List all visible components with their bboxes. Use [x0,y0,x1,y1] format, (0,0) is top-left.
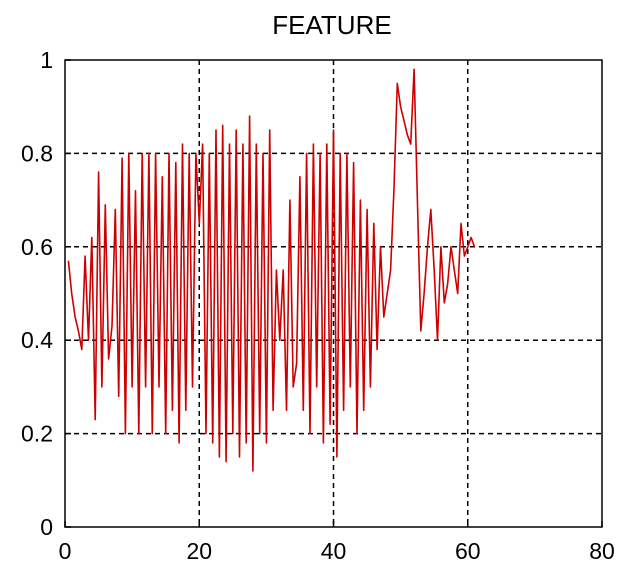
y-tick-label: 0.8 [21,140,53,166]
x-tick-label: 0 [59,538,72,564]
y-tick-label: 1 [40,47,53,73]
x-tick-label: 20 [186,538,212,564]
y-tick-label: 0.4 [21,327,53,353]
tick-layer: 0 20 40 60 80 0 0.2 0.4 0.6 0.8 1 [21,47,615,564]
x-tick-label: 80 [589,538,615,564]
y-tick-label: 0.2 [21,421,53,447]
y-tick-label: 0.6 [21,234,53,260]
y-tick-label: 0 [40,514,53,540]
grid-layer [65,60,602,527]
x-tick-label: 40 [321,538,347,564]
series-line [67,68,476,472]
series-layer [67,68,476,472]
chart-title: FEATURE [272,10,391,40]
x-tick-label: 60 [455,538,481,564]
